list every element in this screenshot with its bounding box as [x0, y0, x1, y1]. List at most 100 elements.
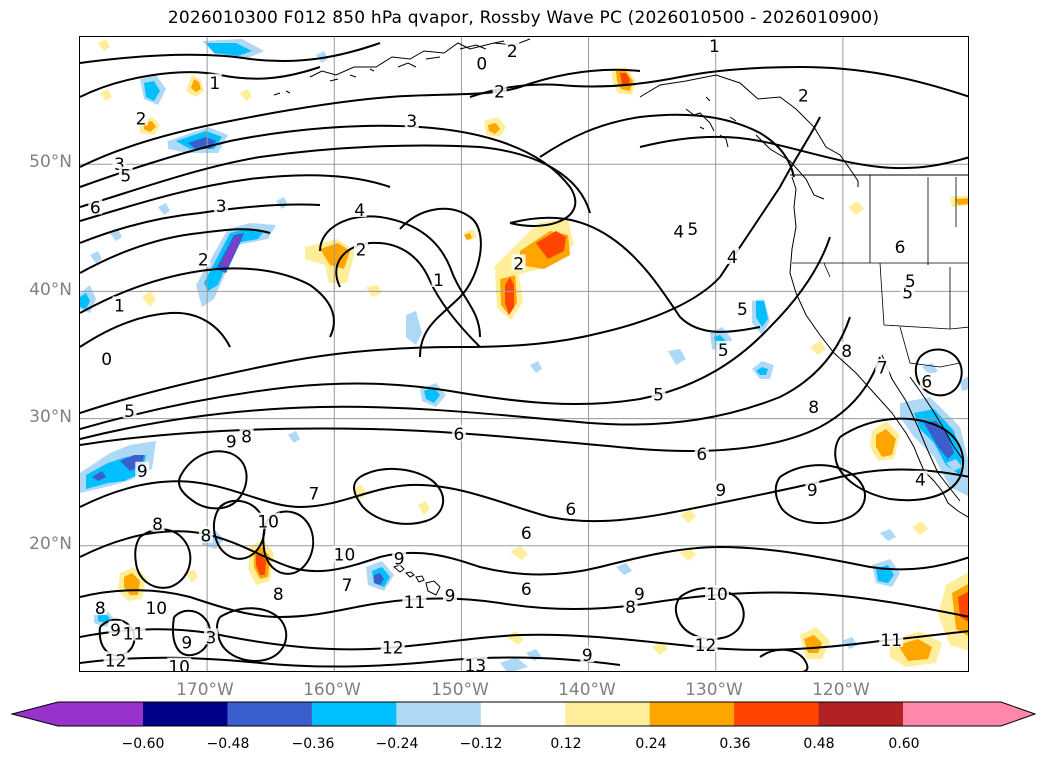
colorbar-extend-high [903, 702, 1035, 726]
contour-label-bg [725, 248, 740, 265]
contour-label-bg [519, 524, 534, 541]
contour-label: 1 [433, 271, 444, 291]
contour-label: 10 [706, 585, 728, 605]
contour-label-bg [492, 82, 507, 99]
contour-label-bg [563, 499, 578, 516]
contour-label: 6 [895, 238, 906, 258]
contour-label: 2 [356, 240, 367, 260]
contour-label: 10 [334, 546, 356, 566]
contour-label-bg [685, 220, 700, 237]
contour-label-bg [511, 254, 526, 271]
contour-label-bg [519, 580, 534, 597]
alaska-coastline [273, 38, 531, 96]
contour-label-bg [402, 592, 427, 609]
contour-label-bg [167, 657, 192, 671]
contour-label: 7 [877, 359, 888, 379]
contour-label: 5 [902, 284, 913, 304]
contour-label-bg [919, 372, 934, 389]
contour-label: 6 [453, 425, 464, 445]
lon-label-140w: 140°W [558, 680, 616, 700]
lat-label-20n: 20°N [29, 534, 72, 554]
contour-label: 9 [582, 646, 593, 666]
contour-label: 4 [727, 248, 738, 268]
colorbar-segment [649, 702, 735, 726]
contour-label: 5 [120, 167, 131, 187]
contour-lines [80, 42, 968, 671]
contour-label: 4 [915, 471, 926, 491]
contour-label: 0 [101, 350, 112, 370]
contour-label-bg [903, 272, 918, 289]
contour-label: 6 [521, 524, 532, 544]
colorbar-tick-label: 0.60 [888, 736, 920, 752]
contour-label-bg [353, 240, 368, 257]
contour-label: 10 [145, 599, 167, 619]
contour-label: 9 [137, 462, 148, 482]
contour-label-bg [451, 424, 466, 441]
contour-label: 10 [168, 658, 190, 672]
colorbar-tick-label: −0.12 [459, 736, 503, 752]
contour-label: 9 [226, 432, 237, 452]
colorbar-tick-label: 0.24 [635, 736, 667, 752]
contour-label-bg [474, 54, 489, 71]
contour-label: 6 [696, 445, 707, 465]
contour-label: 5 [653, 385, 664, 405]
contour-label: 6 [921, 373, 932, 393]
contour-label: 12 [695, 636, 717, 656]
colorbar-segment [396, 702, 482, 726]
contour-label-bg [134, 109, 149, 126]
lon-label-160w: 160°W [303, 680, 361, 700]
contour-label: 8 [841, 342, 852, 362]
contour-label: 3 [206, 628, 217, 648]
contour-label-bg [879, 630, 904, 647]
contour-label-bg [839, 342, 854, 359]
contour-label: 2 [136, 109, 147, 129]
contour-label-bg [806, 398, 821, 415]
contour-label-bg [179, 633, 194, 650]
contour-label: 5 [737, 300, 748, 320]
contour-label: 9 [394, 550, 405, 570]
contour-label: 1 [114, 296, 125, 316]
contour-label-bg [207, 73, 222, 90]
contour-label-bg [112, 296, 127, 313]
colorbar-segment [818, 702, 904, 726]
contour-label: 11 [880, 631, 902, 651]
contour-label-bg [463, 656, 488, 671]
contour-label: 6 [565, 500, 576, 520]
contour-label-bg [580, 646, 595, 663]
contour-label: 2 [798, 87, 809, 107]
colorbar-segments [12, 702, 1035, 726]
lat-label-40n: 40°N [29, 280, 72, 300]
contour-label: 8 [241, 427, 252, 447]
contour-label: 2 [513, 254, 524, 274]
contour-label-bg [214, 197, 229, 214]
contour-label-bg [713, 480, 728, 497]
colorbar-segment [227, 702, 313, 726]
us-west-coastline [789, 176, 968, 518]
contour-label: 1 [709, 37, 720, 57]
contour-label-bg [671, 222, 686, 239]
qvapor-fill-layer [80, 39, 968, 671]
colorbar-segment [565, 702, 651, 726]
contour-label: 8 [152, 515, 163, 535]
colorbar-tick-label: −0.48 [206, 736, 250, 752]
contour-label-bg [144, 599, 169, 616]
lon-label-170w: 170°W [176, 680, 234, 700]
contour-label-bg [256, 512, 281, 529]
negative-anomaly-patches [80, 39, 968, 671]
contour-label-bg [122, 401, 137, 418]
contour-label-bg [431, 270, 446, 287]
contour-label-bg [352, 200, 367, 217]
contour-label-bg [306, 484, 321, 501]
contour-label: 1 [209, 74, 220, 94]
contour-label-bg [651, 385, 666, 402]
contour-label: 3 [114, 155, 125, 175]
contour-label: 7 [309, 485, 320, 505]
contour-label-bg [704, 585, 729, 602]
contour-label: 7 [342, 576, 353, 596]
contour-label: 9 [807, 481, 818, 501]
contour-label-bg [694, 445, 709, 462]
contour-label: 13 [465, 656, 487, 672]
contour-label: 12 [105, 651, 127, 671]
colorbar-tick-label: 0.12 [550, 736, 582, 752]
